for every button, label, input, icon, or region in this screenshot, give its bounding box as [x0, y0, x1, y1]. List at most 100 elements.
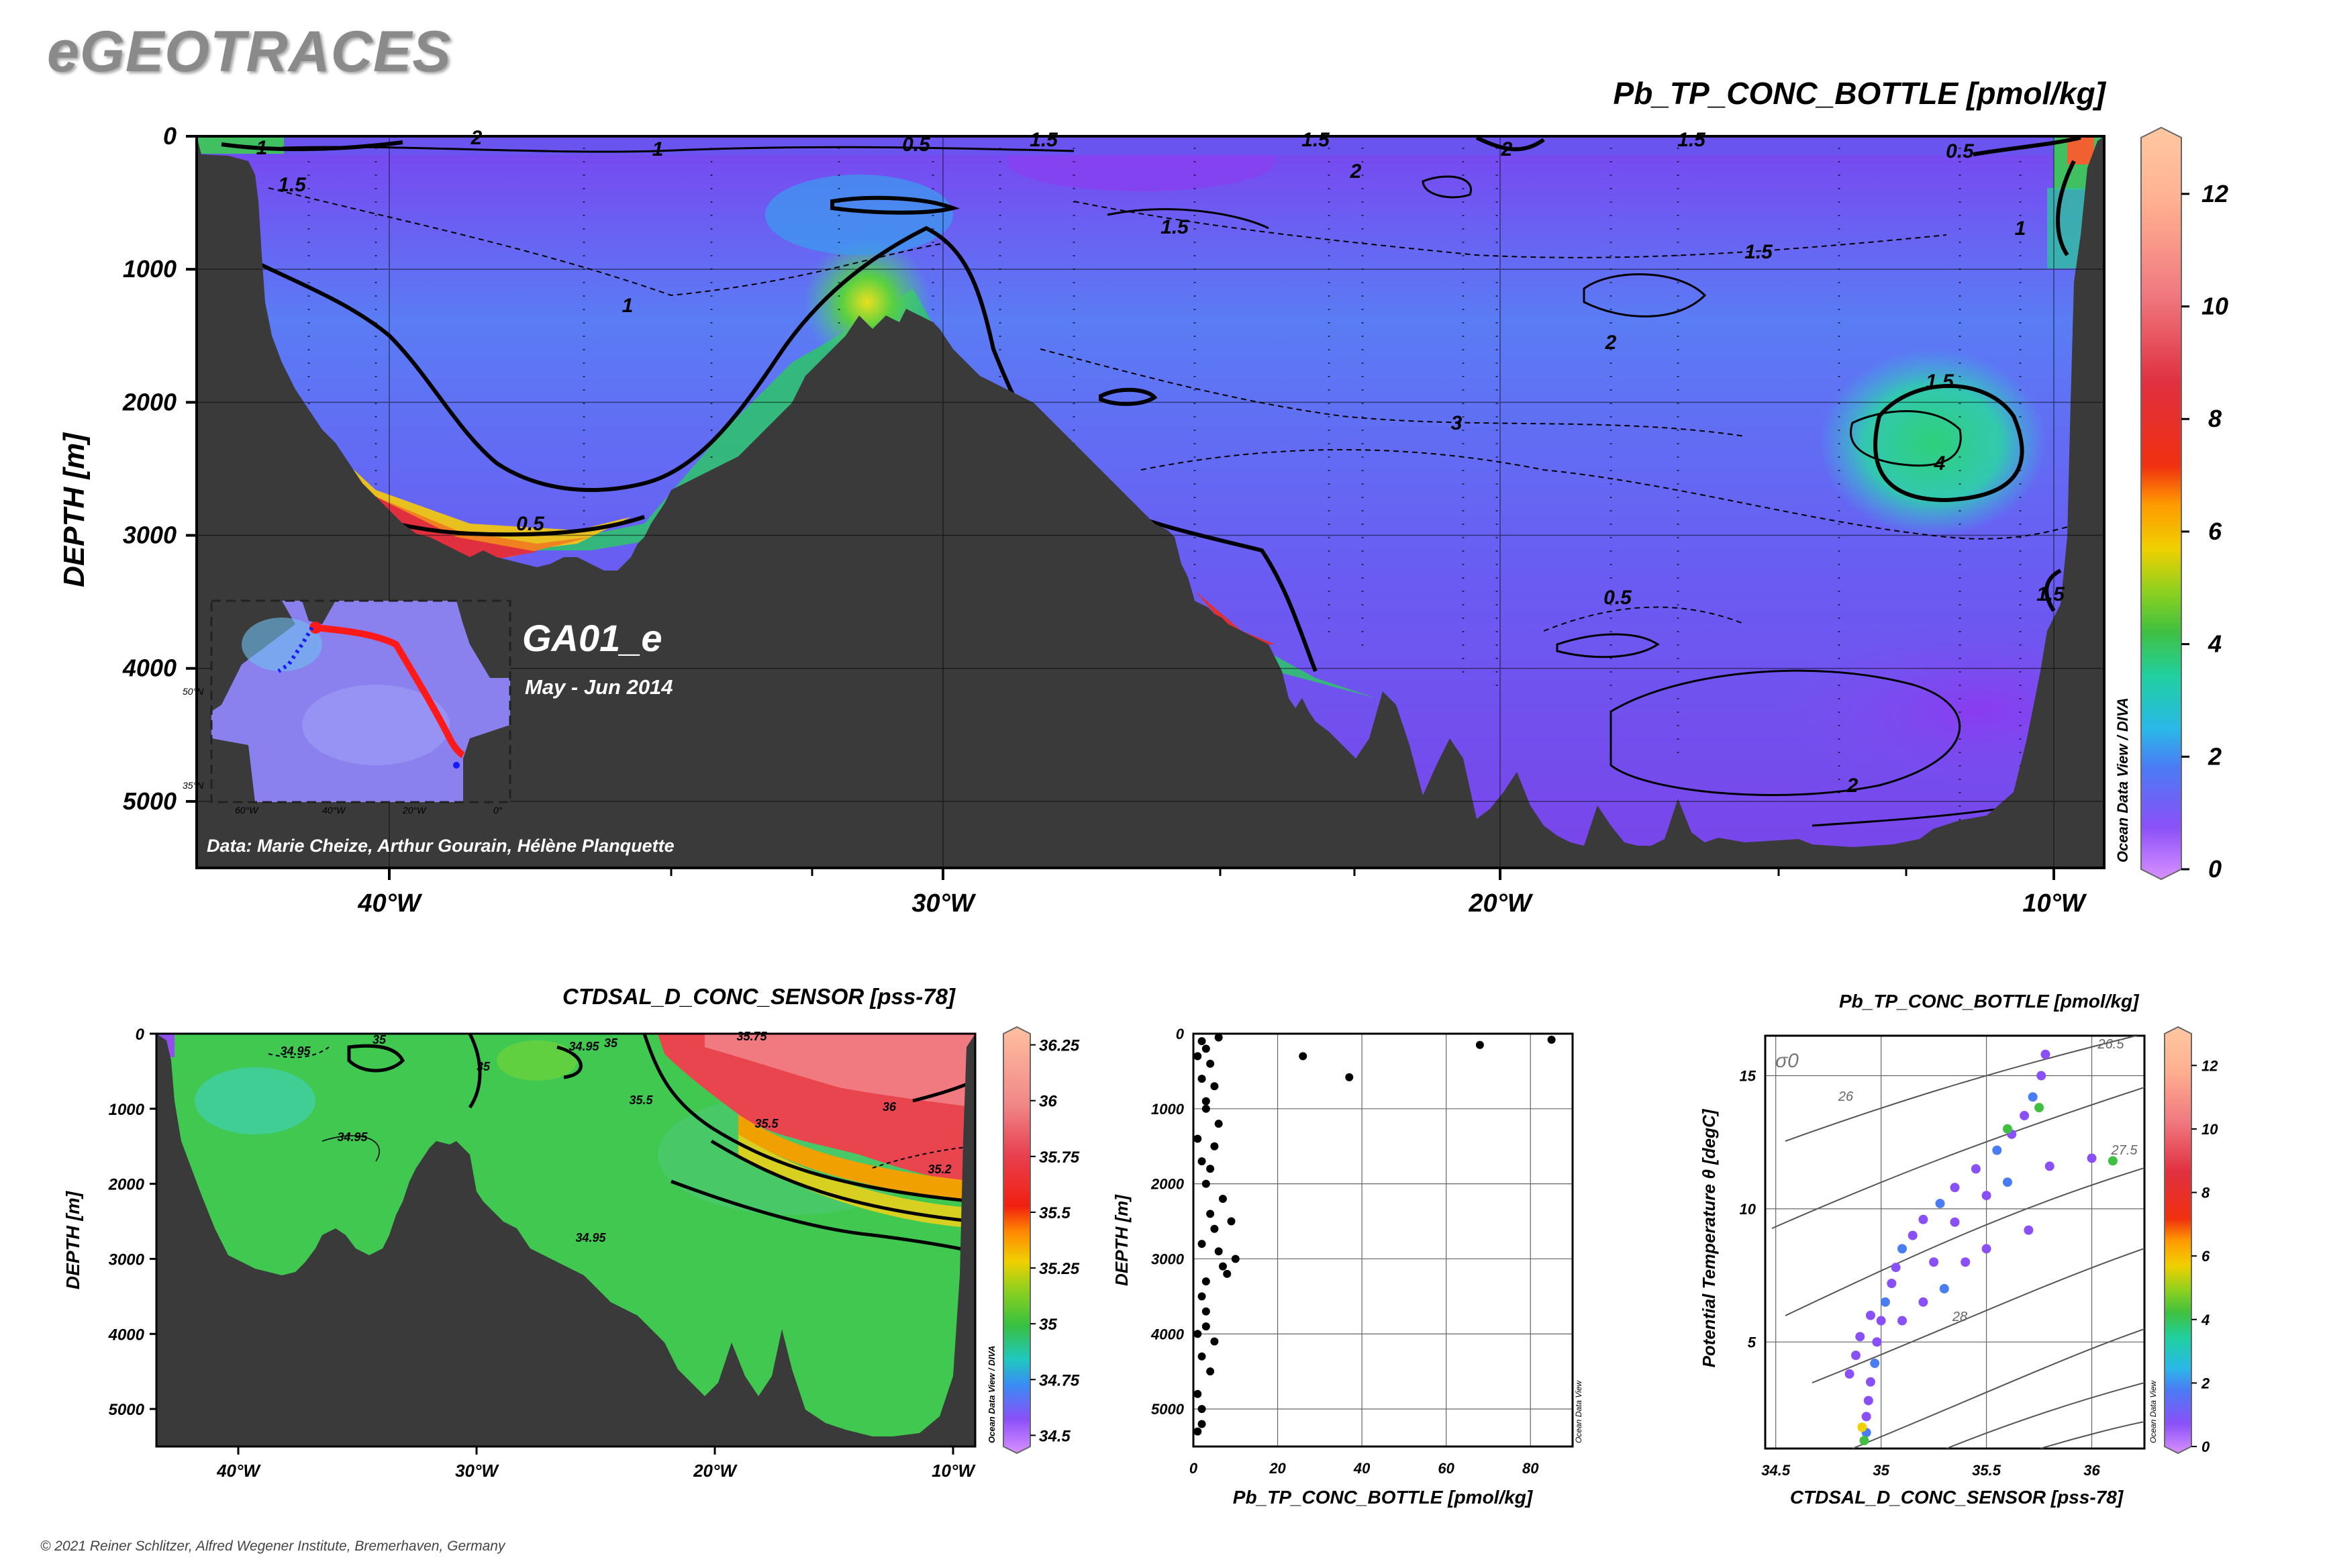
salinity-xtick-label: 30°W	[455, 1461, 499, 1481]
main-xtick-label: 20°W	[1468, 889, 1533, 918]
main-axis-ticks: 40°W 30°W 20°W 10°W 0 1000 2000 3000 4000 5000	[122, 122, 2087, 918]
profile-xtick-label: 0	[1189, 1460, 1198, 1477]
profile-point	[1206, 1059, 1215, 1068]
ts-point	[1861, 1412, 1871, 1422]
main-contour-label: 1	[2015, 217, 2026, 240]
profile-point	[1299, 1052, 1307, 1061]
salinity-colorbar-tick-label: 34.5	[1039, 1427, 1071, 1445]
ts-point	[1971, 1164, 1981, 1174]
main-contour-label: 4	[1934, 452, 1946, 475]
main-ytick-label: 2000	[122, 388, 177, 415]
salinity-contour-label: 34.95	[280, 1044, 311, 1058]
profile-point	[1197, 1037, 1206, 1046]
salinity-contour-label: 35.5	[754, 1117, 779, 1130]
ts-xtick-label: 34.5	[1761, 1462, 1791, 1479]
main-colorbar-tick-label: 12	[2201, 180, 2228, 207]
ts-colorbar-tick-label: 2	[2201, 1375, 2210, 1391]
ts-isopycnal-label: 27.5	[2111, 1143, 2138, 1158]
salinity-plot-frame	[155, 1032, 977, 1448]
inset-lat-50: 50°N	[183, 686, 204, 697]
main-contour-label: 2	[1501, 138, 1513, 160]
profile-ytick-label: 2000	[1150, 1176, 1185, 1193]
ts-chart-title: Pb_TP_CONC_BOTTLE [pmol/kg]	[1839, 991, 2139, 1012]
profile-credit: Ocean Data View	[1574, 1380, 1583, 1443]
ts-point	[1891, 1263, 1901, 1273]
profile-ytick-label: 4000	[1150, 1326, 1185, 1342]
salinity-ytick-label: 3000	[109, 1251, 145, 1269]
profile-point	[1201, 1277, 1210, 1285]
main-xtick-label: 40°W	[357, 889, 422, 918]
main-contour-label: 1.5	[1677, 129, 1706, 151]
ts-isopycnals	[1771, 1036, 2144, 1449]
salinity-contour-label: 34.95	[575, 1231, 606, 1244]
salinity-colorbar-tick-label: 36	[1039, 1093, 1057, 1111]
ts-point	[1908, 1230, 1918, 1240]
profile-point	[1201, 1044, 1210, 1053]
salinity-contour-label: 35	[373, 1033, 387, 1046]
ts-xtick-label: 35.5	[1972, 1462, 2001, 1479]
ts-point	[1863, 1395, 1873, 1406]
main-colorbar-tick-label: 8	[2208, 405, 2222, 432]
ts-ytick-label: 5	[1748, 1334, 1756, 1351]
profile-point	[1197, 1292, 1206, 1301]
cruise-date: May - Jun 2014	[525, 675, 673, 699]
ts-axis-ticks: 34.5 35 35.5 36 5 10 15	[1740, 1068, 2101, 1479]
profile-point	[1475, 1040, 1484, 1049]
salinity-colorbar	[1003, 1026, 1031, 1455]
ts-point	[2028, 1092, 2038, 1102]
profile-point	[1201, 1104, 1210, 1113]
main-contour-label: 2	[1846, 775, 1859, 797]
profile-ytick-label: 1000	[1151, 1101, 1185, 1118]
profile-xlabel: Pb_TP_CONC_BOTTLE [pmol/kg]	[1233, 1487, 1534, 1508]
main-contour-label: 1.5	[1301, 129, 1330, 151]
salinity-contour-label: 35	[604, 1036, 618, 1050]
main-ylabel: DEPTH [m]	[58, 432, 91, 587]
salinity-contour-label: 35.5	[629, 1093, 653, 1107]
ts-point	[1897, 1244, 1908, 1254]
profile-point	[1210, 1082, 1219, 1091]
main-contour-labels: 1 2 1 0.5 1.5 1.5 2 1.5 0.5 1.5 2 1.5 1.5 1 1 2 1.5 3 4 0.5…	[256, 127, 2066, 797]
profile-point	[1193, 1427, 1202, 1436]
inset-lon-60: 60°W	[235, 805, 259, 816]
ts-isopycnal-label: 26.5	[2097, 1037, 2125, 1052]
ts-colorbar	[2164, 1026, 2192, 1455]
ts-point	[1981, 1191, 1991, 1201]
inset-lon-20: 20°W	[402, 805, 427, 816]
profile-xtick-label: 40	[1353, 1460, 1371, 1477]
profile-axis-ticks: 0 20 40 60 80 0 1000 2000 3000 4000 5000	[1150, 1026, 1539, 1477]
main-contour-label: 1	[622, 295, 634, 317]
salinity-colorbar-ticks: 34.5 34.75 35 35.25 35.5 35.75 36 36.25	[1030, 1037, 1080, 1445]
profile-point	[1218, 1262, 1227, 1271]
ts-colorbar-credit: Ocean Data View	[2148, 1380, 2158, 1443]
ts-point	[2020, 1111, 2030, 1121]
ts-colorbar-tick-label: 0	[2201, 1438, 2210, 1455]
main-contour-label: 1.5	[1744, 241, 1773, 263]
profile-point	[1197, 1352, 1206, 1361]
ts-point	[1961, 1257, 1971, 1267]
salinity-colorbar-tick-label: 35.75	[1039, 1148, 1080, 1167]
ts-sigma-label: σ0	[1775, 1050, 1799, 1072]
main-ytick-label: 5000	[123, 787, 177, 815]
main-ytick-label: 4000	[122, 654, 177, 682]
ts-xlabel: CTDSAL_D_CONC_SENSOR [pss-78]	[1790, 1487, 2124, 1508]
ts-point	[1850, 1351, 1861, 1361]
main-contour-label: 2	[1350, 160, 1362, 183]
ts-point	[1929, 1257, 1939, 1267]
salinity-ytick-label: 0	[136, 1026, 145, 1044]
ts-point	[1870, 1359, 1880, 1369]
ts-point	[2108, 1156, 2118, 1166]
ts-point	[2034, 1103, 2044, 1113]
ts-point	[2024, 1225, 2034, 1235]
inset-map: 50°N 35°N 60°W 40°W 20°W 0°	[183, 599, 511, 816]
salinity-contour-label: 35.75	[736, 1030, 767, 1043]
ts-point	[1935, 1198, 1945, 1208]
ts-colorbar-tick-label: 12	[2201, 1057, 2218, 1074]
profile-point	[1201, 1097, 1210, 1106]
ts-point	[1844, 1369, 1854, 1379]
ts-point	[2002, 1124, 2012, 1134]
salinity-xtick-label: 20°W	[693, 1461, 738, 1481]
ts-point	[1859, 1436, 1869, 1446]
ts-point	[1865, 1377, 1875, 1387]
